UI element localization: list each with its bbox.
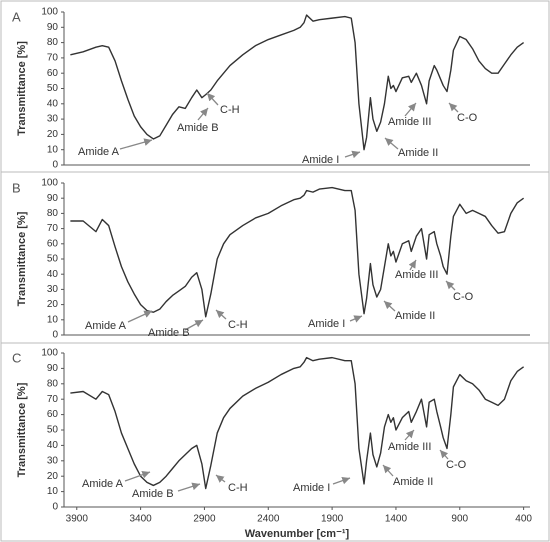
annotation-arrow (349, 315, 363, 323)
annotation-arrow (445, 280, 456, 291)
x-tick-label: 1900 (321, 514, 344, 525)
y-tick-label: 70 (47, 223, 59, 234)
annotation: C-O (446, 459, 467, 471)
annotation-arrow (197, 107, 209, 121)
annotation: Amide B (177, 122, 219, 134)
y-tick-label: 30 (47, 284, 59, 295)
y-tick-label: 10 (47, 314, 59, 325)
y-tick-label: 50 (47, 83, 59, 94)
spectrum-line (70, 186, 525, 318)
annotation: Amide III (388, 441, 431, 453)
y-tick-label: 80 (47, 208, 59, 219)
annotation-arrow (215, 474, 226, 483)
y-tick-label: 40 (47, 440, 59, 451)
y-tick-label: 50 (47, 425, 59, 436)
x-tick-label: 900 (451, 514, 468, 525)
x-axis-label: Wavenumber [cm⁻¹] (245, 528, 350, 540)
annotation: Amide III (388, 116, 431, 128)
y-tick-label: 40 (47, 98, 59, 109)
y-tick-label: 20 (47, 471, 59, 482)
annotation: Amide I (293, 482, 330, 494)
annotation-arrow (344, 150, 361, 159)
annotation-arrow (119, 138, 153, 150)
annotation-arrow (215, 309, 227, 320)
annotation-arrow (408, 259, 417, 271)
annotation-arrow (384, 137, 399, 150)
annotation: Amide B (132, 488, 174, 500)
y-tick-label: 30 (47, 114, 59, 125)
y-tick-label: 100 (41, 178, 58, 189)
annotation: Amide III (395, 269, 438, 281)
annotation-arrow (124, 470, 151, 482)
annotation: C-O (453, 291, 474, 303)
y-tick-label: 90 (47, 193, 59, 204)
spectrum-line (70, 14, 525, 151)
annotation-arrow (127, 310, 153, 323)
y-tick-label: 80 (47, 378, 59, 389)
y-tick-label: 60 (47, 68, 59, 79)
annotation: C-O (457, 112, 478, 124)
y-axis-label: Transmittance [%] (16, 41, 28, 136)
panel-label: C (12, 350, 21, 365)
y-tick-label: 40 (47, 269, 59, 280)
x-tick-label: 3900 (66, 514, 89, 525)
x-tick-label: 3400 (129, 514, 152, 525)
y-tick-label: 100 (41, 348, 58, 359)
spectrum-line (70, 356, 525, 490)
y-tick-label: 0 (52, 502, 58, 513)
annotation-arrow (184, 319, 204, 331)
annotation: Amide II (393, 476, 433, 488)
annotation-arrow (206, 92, 219, 106)
y-tick-label: 60 (47, 238, 59, 249)
y-tick-label: 20 (47, 299, 59, 310)
y-tick-label: 20 (47, 129, 59, 140)
annotation: Amide II (398, 147, 438, 159)
y-tick-label: 90 (47, 22, 59, 33)
annotation-arrow (382, 464, 394, 477)
annotation: Amide A (82, 478, 124, 490)
annotation: C-H (228, 482, 248, 494)
y-tick-label: 10 (47, 144, 59, 155)
x-tick-label: 2900 (193, 514, 216, 525)
y-tick-label: 30 (47, 455, 59, 466)
y-axis-label: Transmittance [%] (16, 382, 28, 477)
annotation-arrow (177, 482, 201, 492)
y-tick-label: 10 (47, 486, 59, 497)
x-tick-label: 400 (515, 514, 532, 525)
y-tick-label: 90 (47, 363, 59, 374)
annotation-arrow (383, 300, 396, 312)
y-tick-label: 80 (47, 37, 59, 48)
annotation-arrow (448, 102, 459, 113)
panel-label: A (12, 9, 21, 24)
annotation: Amide I (302, 154, 339, 166)
annotation: C-H (220, 104, 240, 116)
x-tick-label: 1400 (385, 514, 408, 525)
panel-label: B (12, 180, 21, 195)
annotation: Amide A (78, 146, 120, 158)
annotation: Amide I (308, 318, 345, 330)
annotation: C-H (228, 319, 248, 331)
annotation: Amide A (85, 320, 127, 332)
annotation: Amide B (148, 327, 190, 339)
annotation-arrow (404, 429, 415, 441)
y-axis-label: Transmittance [%] (16, 211, 28, 306)
y-tick-label: 70 (47, 53, 59, 64)
annotation-arrow (404, 102, 417, 117)
y-tick-label: 0 (52, 330, 58, 341)
annotation-arrow (439, 449, 449, 460)
y-tick-label: 0 (52, 160, 58, 171)
x-tick-label: 2400 (257, 514, 280, 525)
annotation: Amide II (395, 310, 435, 322)
y-tick-label: 100 (41, 7, 58, 18)
y-tick-label: 60 (47, 409, 59, 420)
y-tick-label: 50 (47, 254, 59, 265)
y-tick-label: 70 (47, 394, 59, 405)
annotation-arrow (332, 476, 351, 485)
